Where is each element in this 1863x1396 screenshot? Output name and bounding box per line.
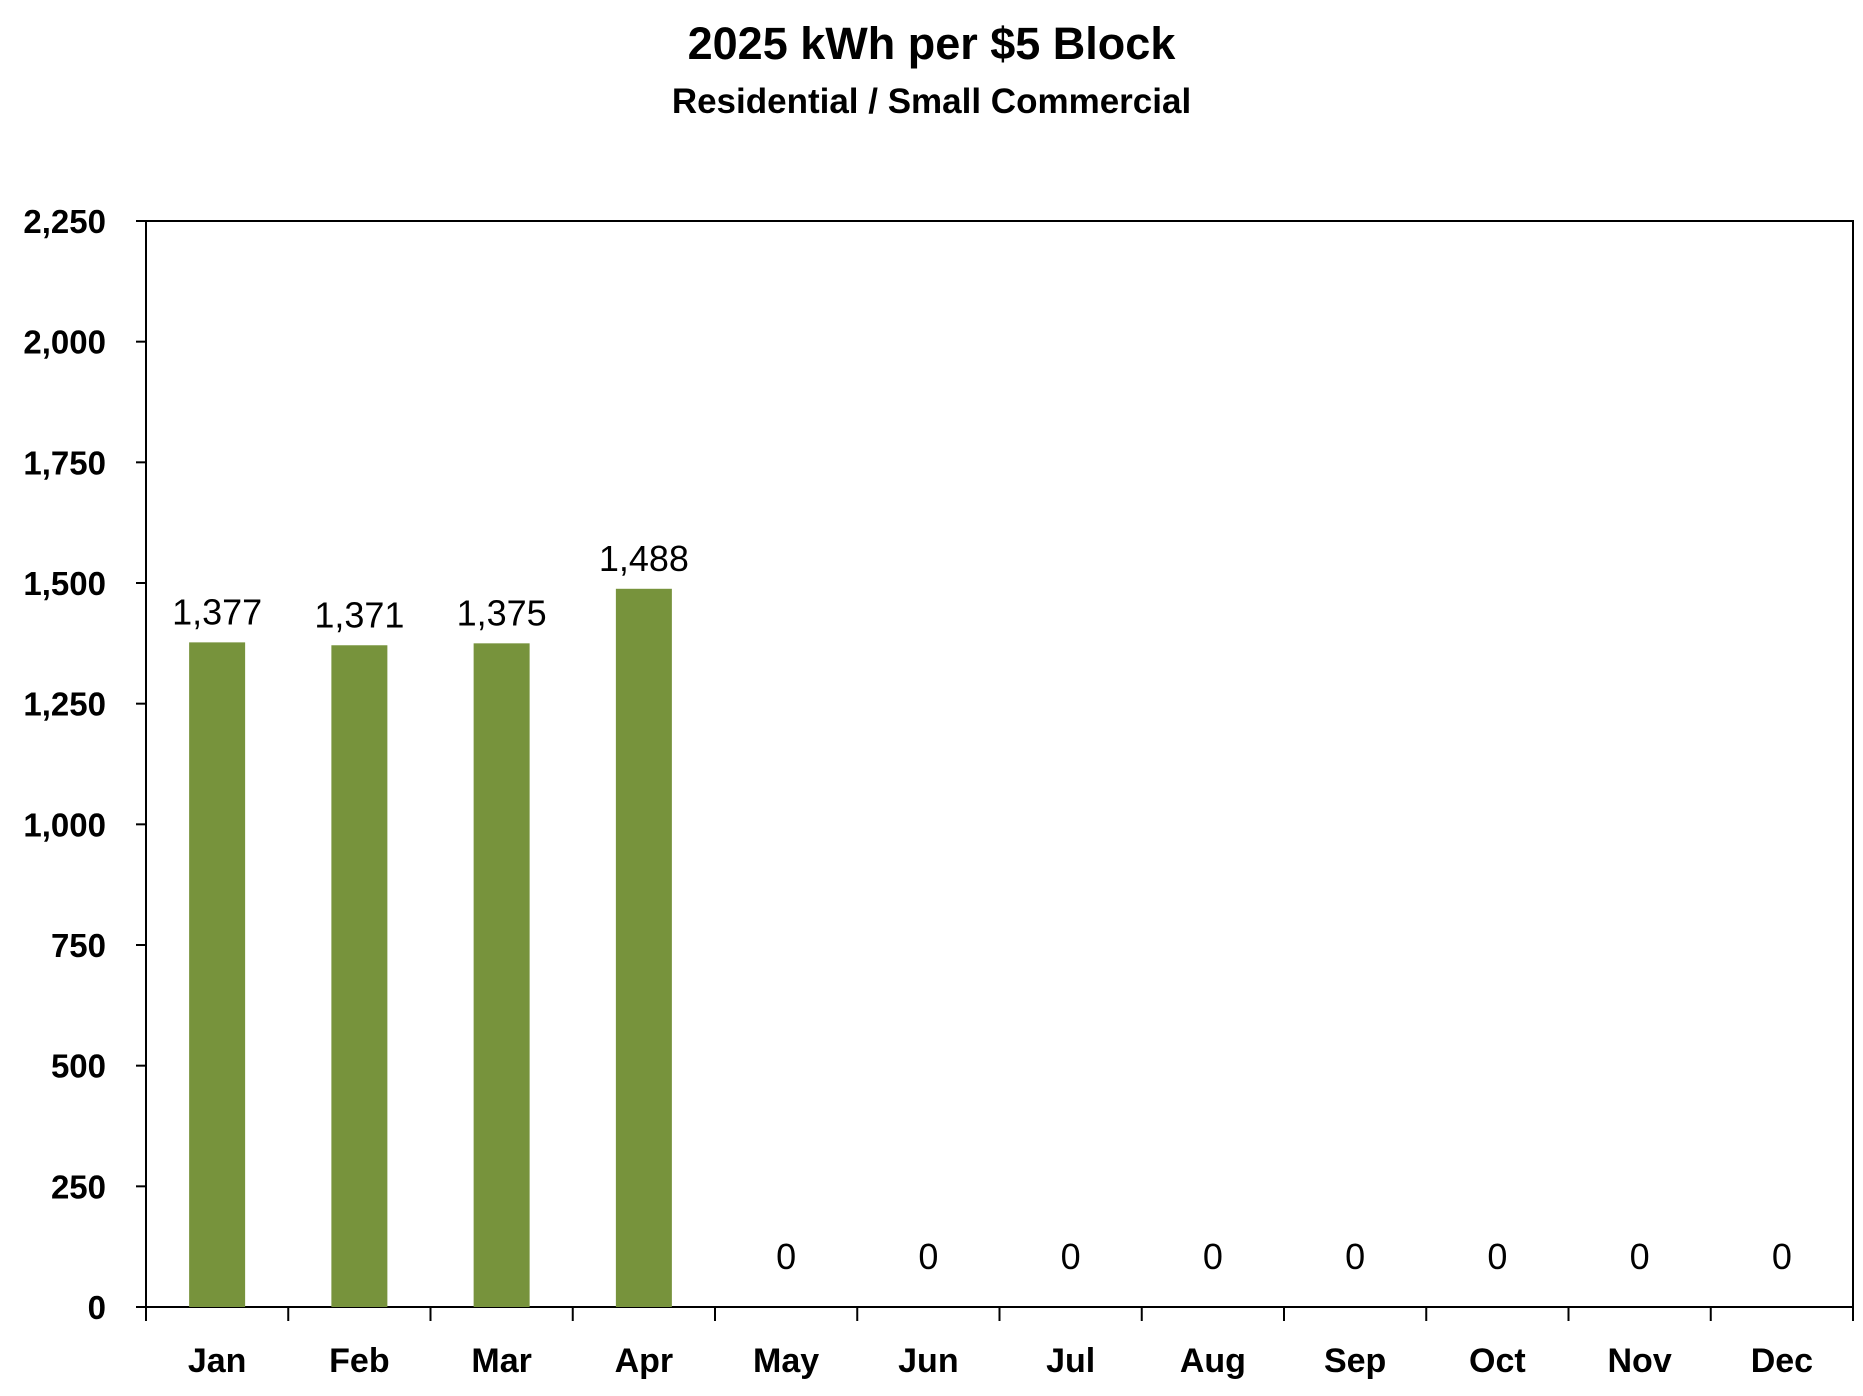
bars (189, 588, 672, 1307)
y-tick-label: 2,250 (23, 203, 106, 240)
x-tick-label: Apr (615, 1342, 674, 1380)
y-tick-label: 250 (51, 1168, 106, 1205)
chart-title: 2025 kWh per $5 Block (687, 18, 1176, 69)
y-tick-label: 0 (88, 1289, 106, 1326)
x-tick-label: Mar (471, 1342, 531, 1380)
chart-subtitle: Residential / Small Commercial (671, 82, 1192, 121)
plot-area (145, 220, 1854, 1308)
x-tick-label: Sep (1324, 1342, 1386, 1380)
bar-feb (331, 645, 388, 1307)
bar-apr (615, 588, 672, 1307)
x-tick-label: Jul (1046, 1342, 1095, 1380)
x-tick-label: Nov (1608, 1342, 1672, 1380)
data-label-apr: 1,488 (599, 538, 689, 579)
data-label-dec: 0 (1772, 1236, 1792, 1277)
data-label-aug: 0 (1203, 1236, 1223, 1277)
x-tick-label: Jun (898, 1342, 958, 1380)
y-tick-label: 2,000 (23, 324, 106, 361)
x-tick-label: Aug (1180, 1342, 1246, 1380)
x-axis: Jan Feb Mar Apr May Jun Jul Aug Sep Oct Nov Dec (145, 1307, 1854, 1380)
y-tick-label: 1,500 (23, 565, 106, 602)
y-axis: 0 250 500 750 1,000 1,250 1,500 1,750 2,000 2,250 (23, 203, 146, 1326)
data-label-mar: 1,375 (457, 592, 547, 633)
x-tick-label: Feb (329, 1342, 389, 1380)
y-tick-label: 1,750 (23, 444, 106, 481)
y-tick-label: 1,000 (23, 806, 106, 843)
y-tick-label: 1,250 (23, 686, 106, 723)
data-label-feb: 1,371 (314, 594, 404, 635)
data-labels: 1,377 1,371 1,375 1,488 0 0 0 0 0 0 0 0 (172, 538, 1792, 1277)
data-label-nov: 0 (1630, 1236, 1650, 1277)
y-tick-label: 500 (51, 1048, 106, 1085)
x-tick-label: Dec (1751, 1342, 1813, 1380)
data-label-sep: 0 (1345, 1236, 1365, 1277)
bar-mar (473, 643, 530, 1307)
data-label-oct: 0 (1487, 1236, 1507, 1277)
bar-jan (189, 642, 246, 1307)
x-tick-label: May (753, 1342, 819, 1380)
y-tick-label: 750 (51, 927, 106, 964)
data-label-may: 0 (776, 1236, 796, 1277)
data-label-jan: 1,377 (172, 591, 262, 632)
data-label-jun: 0 (918, 1236, 938, 1277)
x-tick-label: Oct (1469, 1342, 1526, 1380)
data-label-jul: 0 (1061, 1236, 1081, 1277)
x-tick-label: Jan (188, 1342, 247, 1380)
